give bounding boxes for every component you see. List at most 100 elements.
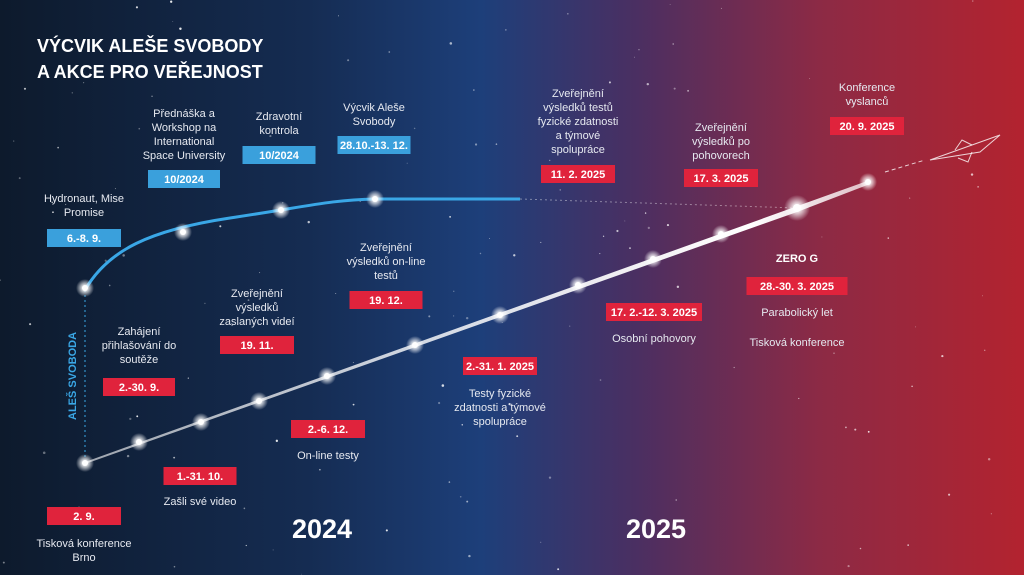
star <box>624 220 626 222</box>
star <box>301 573 302 575</box>
date-tag <box>47 229 121 247</box>
star <box>474 143 478 146</box>
date-tag <box>47 507 121 525</box>
dotted-path <box>519 198 798 209</box>
star <box>638 48 640 51</box>
event-label: Zdravotní <box>256 111 302 123</box>
star <box>505 29 507 31</box>
star <box>0 279 1 281</box>
star <box>219 225 222 228</box>
star <box>911 385 913 388</box>
star <box>406 162 408 164</box>
star <box>108 284 111 287</box>
star <box>569 325 571 327</box>
star <box>453 290 455 292</box>
star <box>915 326 917 328</box>
star <box>666 223 670 227</box>
date-label: 2.-30. 9. <box>119 382 159 394</box>
star <box>114 188 116 190</box>
event-label: Parabolický let <box>761 307 833 319</box>
star <box>602 235 605 237</box>
event-label: výsledků testů <box>543 102 613 114</box>
star <box>23 87 27 90</box>
star <box>2 561 5 564</box>
year: 2024 <box>292 514 352 544</box>
star <box>13 140 15 142</box>
date-label: 1.-31. 10. <box>177 471 223 483</box>
event-label: a týmové <box>556 130 601 142</box>
star <box>673 87 676 90</box>
event-heading: ZERO G <box>776 253 818 265</box>
star <box>559 189 561 191</box>
date-tag <box>163 467 237 485</box>
dot <box>324 373 330 379</box>
year: 2025 <box>626 514 686 544</box>
dot <box>180 229 186 235</box>
star <box>311 520 314 523</box>
star <box>676 285 680 289</box>
date-label: 2.-6. 12. <box>308 424 348 436</box>
event-label: Konference <box>839 82 895 94</box>
star <box>675 499 677 501</box>
star <box>136 415 139 418</box>
star <box>151 95 153 97</box>
star <box>129 417 132 421</box>
event-label: On-line testy <box>297 450 359 462</box>
star <box>948 493 951 496</box>
date-tag <box>291 420 365 438</box>
star <box>126 454 130 458</box>
date-tag <box>684 169 758 187</box>
stars <box>0 0 992 575</box>
event-label: Zahájení <box>118 326 161 338</box>
event-label: Hydronaut, Mise <box>44 193 124 205</box>
event-label: zaslaných videí <box>219 316 294 328</box>
dot <box>412 342 418 348</box>
event-label: Space University <box>143 150 226 162</box>
star <box>646 82 650 86</box>
event-label: Výcvik Aleše <box>343 102 405 114</box>
star <box>687 89 689 92</box>
star <box>57 146 59 149</box>
star <box>513 254 516 257</box>
date-tag <box>220 336 294 354</box>
date-label: 10/2024 <box>259 150 300 162</box>
star <box>720 7 722 9</box>
star <box>849 101 851 104</box>
star <box>465 316 469 320</box>
star <box>352 362 354 363</box>
star <box>941 354 944 358</box>
star <box>335 292 337 294</box>
star <box>599 379 602 381</box>
date-label: 20. 9. 2025 <box>839 121 894 133</box>
date-label: 2. 9. <box>73 511 94 523</box>
event-label: Zveřejnění <box>231 288 283 300</box>
star <box>644 212 647 214</box>
star <box>438 401 441 405</box>
date-label: 28.-30. 3. 2025 <box>760 281 834 293</box>
star <box>616 229 619 233</box>
star <box>172 21 174 22</box>
date-label: 19. 12. <box>369 295 403 307</box>
star <box>449 42 453 45</box>
star <box>173 565 176 568</box>
star <box>187 377 189 379</box>
event-label: International <box>154 136 215 148</box>
event-label: Testy fyzické <box>469 388 531 400</box>
star <box>135 6 139 9</box>
star <box>847 564 850 568</box>
vertical-label: ALEŠ SVOBODA <box>66 332 79 420</box>
event-label: Zveřejnění <box>360 242 412 254</box>
date-tag <box>242 146 316 164</box>
event-label: Tisková konference <box>750 337 845 349</box>
star <box>859 547 862 550</box>
star <box>338 15 339 17</box>
event-label: soutěže <box>120 354 159 366</box>
date-label: 19. 11. <box>240 340 273 352</box>
star <box>479 252 482 255</box>
star <box>567 13 569 15</box>
star <box>887 237 890 239</box>
date-tag <box>606 303 702 321</box>
star <box>473 89 475 91</box>
star <box>448 481 451 483</box>
event-label: výsledků po <box>692 136 750 148</box>
